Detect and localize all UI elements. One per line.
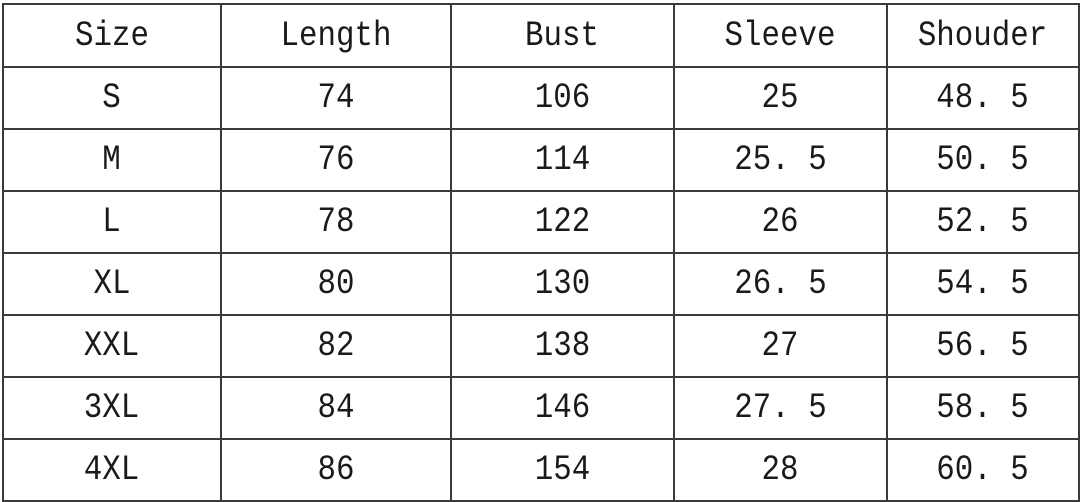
cell-value: 54. 5 (936, 264, 1030, 304)
table-row: XXL 82 138 27 56. 5 (2, 314, 1080, 378)
cell-value: 25. 5 (734, 140, 827, 180)
cell-value: 28 (762, 450, 799, 490)
table-cell: 3XL (2, 376, 222, 440)
cell-value: 26. 5 (734, 264, 827, 304)
cell-value: 50. 5 (936, 140, 1030, 180)
table-cell: 58. 5 (886, 376, 1080, 440)
column-header-label: Bust (525, 15, 600, 56)
cell-value: XL (93, 264, 131, 304)
column-header-label: Size (75, 15, 149, 56)
cell-value: 130 (534, 264, 591, 304)
column-header: Length (220, 3, 452, 68)
cell-value: 138 (534, 326, 591, 366)
cell-value: 80 (317, 264, 355, 304)
cell-value: S (102, 78, 122, 118)
column-header: Shouder (886, 3, 1080, 68)
table-row: L 78 122 26 52. 5 (2, 190, 1080, 254)
cell-value: 86 (317, 450, 355, 490)
column-header: Sleeve (673, 3, 888, 68)
table-cell: 56. 5 (886, 314, 1080, 378)
table-cell: 76 (220, 128, 452, 192)
cell-value: 74 (317, 78, 355, 118)
size-chart-table: Size Length Bust Sleeve Shouder S 74 106 25 48. … (2, 3, 1080, 502)
cell-value: 78 (317, 202, 355, 242)
table-cell: S (2, 66, 222, 130)
table-row: S 74 106 25 48. 5 (2, 66, 1080, 130)
table-cell: M (2, 128, 222, 192)
cell-value: 4XL (84, 450, 140, 490)
table-cell: 27 (673, 314, 888, 378)
table-cell: 26. 5 (673, 252, 888, 316)
cell-value: 52. 5 (936, 202, 1030, 242)
cell-value: 154 (534, 450, 591, 490)
cell-value: M (102, 140, 122, 180)
table-cell: 50. 5 (886, 128, 1080, 192)
column-header-label: Sleeve (725, 15, 836, 56)
cell-value: 122 (534, 202, 591, 242)
column-header: Bust (450, 3, 675, 68)
column-header: Size (2, 3, 222, 68)
table-cell: 84 (220, 376, 452, 440)
cell-value: 25 (762, 78, 799, 118)
cell-value: 114 (534, 140, 591, 180)
table-cell: 78 (220, 190, 452, 254)
table-cell: 146 (450, 376, 675, 440)
cell-value: 76 (317, 140, 355, 180)
cell-value: 58. 5 (936, 388, 1030, 428)
table-row: 3XL 84 146 27. 5 58. 5 (2, 376, 1080, 440)
cell-value: 84 (317, 388, 355, 428)
table-cell: 25 (673, 66, 888, 130)
table-cell: 122 (450, 190, 675, 254)
table-row: XL 80 130 26. 5 54. 5 (2, 252, 1080, 316)
table-cell: 4XL (2, 438, 222, 502)
header-row: Size Length Bust Sleeve Shouder (2, 3, 1080, 68)
table-cell: 114 (450, 128, 675, 192)
table-cell: 54. 5 (886, 252, 1080, 316)
table-row: 4XL 86 154 28 60. 5 (2, 438, 1080, 502)
table-cell: 52. 5 (886, 190, 1080, 254)
table-cell: 154 (450, 438, 675, 502)
cell-value: 146 (534, 388, 591, 428)
table-cell: 138 (450, 314, 675, 378)
cell-value: 3XL (84, 388, 140, 428)
table-cell: 25. 5 (673, 128, 888, 192)
table-cell: 106 (450, 66, 675, 130)
cell-value: 26 (762, 202, 799, 242)
table-cell: 86 (220, 438, 452, 502)
table-cell: 130 (450, 252, 675, 316)
cell-value: L (102, 202, 122, 242)
cell-value: 82 (317, 326, 355, 366)
cell-value: 60. 5 (936, 450, 1030, 490)
cell-value: 48. 5 (936, 78, 1030, 118)
table-cell: 82 (220, 314, 452, 378)
cell-value: 106 (534, 78, 591, 118)
table-cell: 48. 5 (886, 66, 1080, 130)
cell-value: 56. 5 (936, 326, 1030, 366)
table-cell: XXL (2, 314, 222, 378)
table-cell: 74 (220, 66, 452, 130)
table-row: M 76 114 25. 5 50. 5 (2, 128, 1080, 192)
table-cell: 26 (673, 190, 888, 254)
table-cell: 80 (220, 252, 452, 316)
table-cell: 60. 5 (886, 438, 1080, 502)
cell-value: 27. 5 (734, 388, 827, 428)
table-cell: 28 (673, 438, 888, 502)
column-header-label: Length (280, 15, 392, 56)
cell-value: 27 (762, 326, 799, 366)
table-cell: 27. 5 (673, 376, 888, 440)
table-cell: XL (2, 252, 222, 316)
cell-value: XXL (84, 326, 140, 366)
table-cell: L (2, 190, 222, 254)
column-header-label: Shouder (918, 15, 1048, 56)
